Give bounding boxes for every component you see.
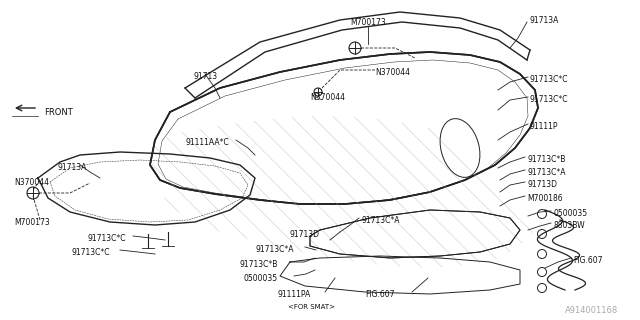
Text: N370044: N370044 xyxy=(310,93,345,102)
Text: 91713C*C: 91713C*C xyxy=(530,75,568,84)
Text: 91713C*A: 91713C*A xyxy=(255,245,294,254)
Text: 0500035: 0500035 xyxy=(243,274,277,283)
Text: 91713D: 91713D xyxy=(290,230,320,239)
Text: A914001168: A914001168 xyxy=(565,306,618,315)
Text: 91713C*B: 91713C*B xyxy=(240,260,278,269)
Text: 91713C*B: 91713C*B xyxy=(527,155,565,164)
Text: M700173: M700173 xyxy=(14,218,50,227)
Text: N370044: N370044 xyxy=(375,68,410,77)
Text: 91713C*C: 91713C*C xyxy=(87,234,125,243)
Text: 91713C*A: 91713C*A xyxy=(361,216,399,225)
Text: 91713C*C: 91713C*C xyxy=(530,95,568,104)
Text: 91111PA: 91111PA xyxy=(278,290,311,299)
Text: 91111AA*C: 91111AA*C xyxy=(186,138,230,147)
Text: 91713A: 91713A xyxy=(57,163,86,172)
Text: M700173: M700173 xyxy=(350,18,386,27)
Text: FIG.607: FIG.607 xyxy=(573,256,602,265)
Text: 91713C*C: 91713C*C xyxy=(72,248,111,257)
Text: M700186: M700186 xyxy=(527,194,563,203)
Text: 0500035: 0500035 xyxy=(553,209,587,218)
Text: <FOR SMAT>: <FOR SMAT> xyxy=(288,304,335,310)
Text: 91111P: 91111P xyxy=(530,122,559,131)
Text: 91713D: 91713D xyxy=(527,180,557,189)
Text: 8803BW: 8803BW xyxy=(553,221,584,230)
Text: 91713: 91713 xyxy=(193,72,217,81)
Text: FIG.607: FIG.607 xyxy=(365,290,394,299)
Text: 91713C*A: 91713C*A xyxy=(527,168,566,177)
Text: N370044: N370044 xyxy=(14,178,49,187)
Text: 91713A: 91713A xyxy=(530,16,559,25)
Text: FRONT: FRONT xyxy=(44,108,73,117)
